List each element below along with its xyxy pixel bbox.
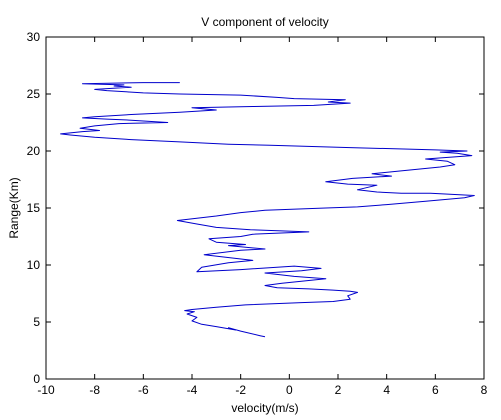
x-tick-label: 4 [383,383,390,397]
x-tick-label: 6 [432,383,439,397]
x-tick-label: -10 [37,383,55,397]
x-tick-label: 2 [335,383,342,397]
y-axis-label: Range(Km) [7,177,21,238]
x-axis-label: velocity(m/s) [231,401,298,415]
x-tick-label: 8 [481,383,488,397]
y-tick-label: 15 [27,201,41,215]
x-tick-label: -6 [138,383,149,397]
x-tick-label: -4 [187,383,198,397]
axes-box [45,36,485,380]
y-tick-label: 30 [27,30,41,44]
x-tick-label: -2 [235,383,246,397]
y-tick-label: 10 [27,258,41,272]
y-tick-label: 20 [27,144,41,158]
y-tick-label: 5 [33,315,40,329]
plot-area: -10 -8 -6 -4 -2 0 2 4 6 8 0 5 10 15 20 25 30 [27,30,488,397]
y-tick-label: 0 [33,372,40,386]
y-tick-label: 25 [27,87,41,101]
x-tick-label: -8 [89,383,100,397]
x-tick-label: 0 [286,383,293,397]
chart-title: V component of velocity [201,15,328,29]
series-line [60,82,475,338]
